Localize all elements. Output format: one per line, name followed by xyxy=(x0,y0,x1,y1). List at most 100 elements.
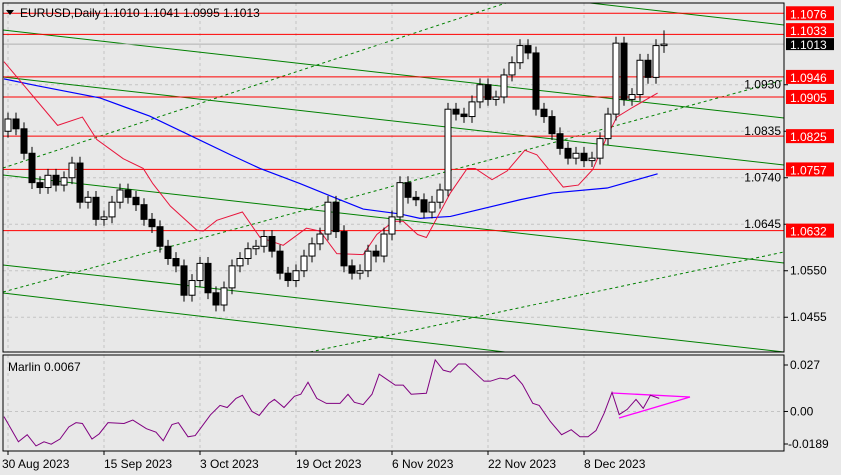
bullish-candle xyxy=(364,250,372,272)
date-tick-label: 6 Nov 2023 xyxy=(392,457,454,471)
channel-line xyxy=(2,292,506,353)
bearish-candle xyxy=(172,258,180,267)
dashed-trendline xyxy=(309,251,785,353)
bearish-candle xyxy=(156,226,164,247)
current-price-label: 1.1013 xyxy=(790,38,827,52)
bullish-candle xyxy=(396,182,404,218)
bearish-candle xyxy=(12,118,20,130)
bearish-candle xyxy=(140,204,148,220)
price-tick-label: 1.0645 xyxy=(744,217,781,231)
bearish-candle xyxy=(404,182,412,198)
bullish-candle xyxy=(116,189,124,203)
bullish-candle xyxy=(652,45,660,78)
bearish-candle xyxy=(580,152,588,162)
bullish-candle xyxy=(244,248,252,260)
chart-header: EURUSD,Daily 1.1010 1.1041 1.0995 1.1013 xyxy=(6,6,260,20)
bullish-candle xyxy=(60,177,68,186)
bearish-candle xyxy=(164,245,172,260)
bearish-candle xyxy=(212,292,220,306)
bullish-candle xyxy=(236,258,244,267)
level-price-badge xyxy=(786,6,834,21)
bearish-candle xyxy=(620,42,628,100)
dropdown-triangle-icon[interactable] xyxy=(6,10,14,15)
marlin-line xyxy=(3,358,660,447)
price-axis: 1.0930 1.0835 1.0740 1.0645 1.0550 1.0455 0.02… xyxy=(744,6,834,451)
bearish-candle xyxy=(460,113,468,118)
bearish-candle xyxy=(540,108,548,118)
bullish-candle xyxy=(516,45,524,64)
bearish-candle xyxy=(204,262,212,294)
bearish-candle xyxy=(20,128,28,154)
bearish-candle xyxy=(564,147,572,159)
indicator-label: Marlin 0.0067 xyxy=(8,360,81,374)
price-tick-label: 1.0740 xyxy=(744,171,781,185)
current-price-badge xyxy=(786,38,834,51)
channel-line xyxy=(2,29,785,119)
channel-line xyxy=(2,264,785,353)
bearish-candle xyxy=(348,265,356,274)
price-tick-label: 1.0550 xyxy=(790,264,827,278)
bullish-candle xyxy=(596,138,604,159)
bearish-candle xyxy=(148,218,156,228)
bullish-candle xyxy=(380,233,388,257)
bullish-candle xyxy=(228,265,236,289)
bearish-candle xyxy=(92,196,100,220)
bullish-candle xyxy=(308,243,316,257)
date-tick-label: 15 Sep 2023 xyxy=(104,457,172,471)
bullish-candle xyxy=(4,118,12,132)
bullish-candle xyxy=(436,189,444,203)
bullish-candle xyxy=(508,62,516,76)
bearish-candle xyxy=(276,250,284,274)
bullish-candle xyxy=(220,287,228,306)
bullish-candle xyxy=(84,196,92,203)
level-price-label: 1.0905 xyxy=(790,91,827,105)
marlin-indicator: Marlin 0.0067 xyxy=(3,358,691,447)
indicator-tick-label: 0.00 xyxy=(790,404,814,418)
price-tick-label: 1.0930 xyxy=(744,78,781,92)
date-tick-label: 8 Dec 2023 xyxy=(584,457,646,471)
bearish-candle xyxy=(284,272,292,282)
bullish-candle xyxy=(196,262,204,282)
slow-moving-average-line xyxy=(3,78,658,219)
bullish-candle xyxy=(100,216,108,220)
fast-moving-average-line xyxy=(3,61,658,256)
bullish-candle xyxy=(300,255,308,272)
bullish-candle xyxy=(292,270,300,282)
indicator-tick-label: 0.027 xyxy=(790,358,820,372)
date-tick-label: 22 Nov 2023 xyxy=(488,457,556,471)
bullish-candle xyxy=(604,113,612,140)
date-tick-label: 19 Oct 2023 xyxy=(296,457,362,471)
bullish-candle xyxy=(468,101,476,118)
bullish-candle xyxy=(476,84,484,103)
bullish-candle xyxy=(572,152,580,159)
bearish-candle xyxy=(268,235,276,252)
indicator-panel-frame xyxy=(2,354,785,452)
bullish-candle xyxy=(188,280,196,296)
bullish-candle xyxy=(108,201,116,218)
bullish-candle xyxy=(68,162,76,179)
dashed-trendline xyxy=(2,79,785,293)
bearish-candle xyxy=(420,199,428,213)
date-tick-label: 30 Aug 2023 xyxy=(2,457,70,471)
ohlc-readout: 1.1010 1.1041 1.0995 1.1013 xyxy=(103,6,260,20)
level-price-label: 1.0632 xyxy=(790,225,827,239)
dashed-trendline xyxy=(2,2,507,169)
bullish-candle xyxy=(252,245,260,250)
bullish-candle xyxy=(260,235,268,247)
bearish-candle xyxy=(332,201,340,233)
level-price-badge xyxy=(786,89,834,104)
bullish-candle xyxy=(660,43,668,47)
bearish-candle xyxy=(124,189,132,198)
date-axis: 30 Aug 2023 15 Sep 2023 3 Oct 2023 19 Oct 2… xyxy=(2,451,646,471)
bearish-candle xyxy=(556,133,564,149)
price-tick-label: 1.0835 xyxy=(744,124,781,138)
bearish-candle xyxy=(548,116,556,135)
bearish-candle xyxy=(340,231,348,267)
bullish-candle xyxy=(324,201,332,235)
level-price-label: 1.1033 xyxy=(790,24,827,38)
bearish-candle xyxy=(76,162,84,203)
channel-line xyxy=(589,2,785,26)
level-price-label: 1.1076 xyxy=(790,7,827,21)
